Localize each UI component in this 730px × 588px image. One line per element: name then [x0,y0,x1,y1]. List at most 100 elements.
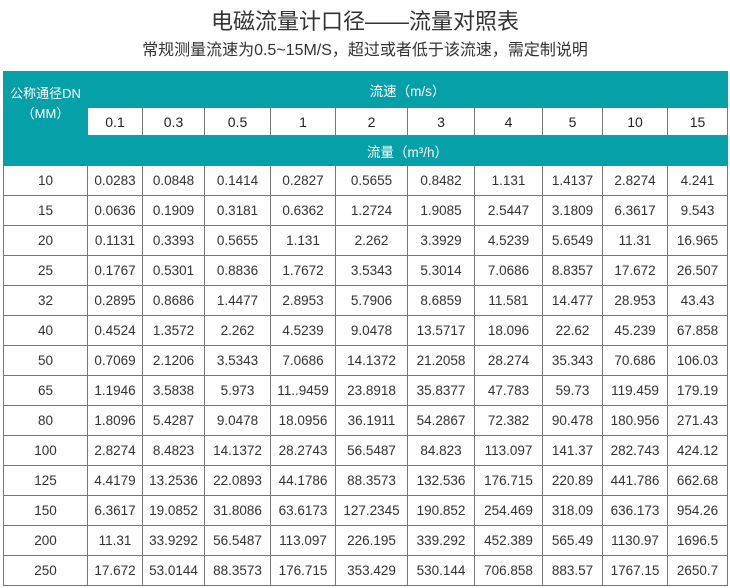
flow-cell: 53.0144 [142,555,205,586]
flow-cell: 220.89 [542,465,603,496]
flow-cell: 353.429 [335,555,408,586]
flow-cell: 179.19 [666,375,729,406]
flow-cell: 8.8357 [542,255,603,286]
flow-cell: 88.3573 [335,465,408,496]
flow-cell: 3.5838 [142,375,205,406]
flow-cell: 1.131 [474,165,543,196]
flow-cell: 190.852 [407,495,475,526]
flow-cell: 452.389 [474,525,543,556]
flow-cell: 8.6859 [407,285,475,316]
flow-cell: 26.507 [666,255,729,286]
flow-cell: 176.715 [270,555,336,586]
speed-cell: 3 [407,107,475,136]
flow-cell: 43.43 [666,285,729,316]
flow-cell: 0.4524 [87,315,143,346]
dn-cell: 40 [3,315,88,346]
flow-cell: 23.8918 [335,375,408,406]
flow-cell: 1.8096 [87,405,143,436]
dn-cell: 125 [3,465,88,496]
flow-cell: 318.09 [542,495,603,526]
flow-cell: 5.973 [204,375,271,406]
dn-cell: 250 [3,555,88,586]
flow-cell: 106.03 [666,345,729,376]
dn-cell: 80 [3,405,88,436]
flow-cell: 1767.15 [602,555,668,586]
flow-cell: 226.195 [335,525,408,556]
table-row: 80 1.8096 5.4287 9.0478 18.0956 36.1911 54.286… [3,405,729,436]
flow-cell: 11.31 [602,225,668,256]
table-row: 200 11.31 33.9292 56.5487 113.097 226.195 339.… [3,525,729,556]
flow-cell: 441.786 [602,465,668,496]
flow-cell: 7.0686 [474,255,543,286]
flow-cell: 5.7906 [335,285,408,316]
flow-cell: 132.536 [407,465,475,496]
flow-cell: 9.0478 [204,405,271,436]
flow-cell: 271.43 [666,405,729,436]
flow-cell: 1.4137 [542,165,603,196]
table-row: 65 1.1946 3.5838 5.973 11..9459 23.8918 35.837… [3,375,729,406]
flow-cell: 4.4179 [87,465,143,496]
flow-cell: 8.4823 [142,435,205,466]
speed-cell: 15 [666,107,729,136]
dn-cell: 20 [3,225,88,256]
flow-cell: 31.8086 [204,495,271,526]
page-title: 电磁流量计口径——流量对照表 [210,9,519,34]
dn-cell: 100 [3,435,88,466]
flow-cell: 954.26 [666,495,729,526]
flow-cell: 6.3617 [87,495,143,526]
flow-cell: 18.096 [474,315,543,346]
flow-cell: 63.6173 [270,495,336,526]
flow-cell: 0.8686 [142,285,205,316]
table-row: 25 0.1767 0.5301 0.8836 1.7672 3.5343 5.3014 7.… [3,255,729,286]
flow-cell: 254.469 [474,495,543,526]
speed-cell: 10 [602,107,668,136]
flow-cell: 84.823 [407,435,475,466]
flow-cell: 2.262 [204,315,271,346]
flow-cell: 2.262 [335,225,408,256]
flow-table: 公称通径DN （MM） 流速（m/s） 0.1 0.3 0.5 1 2 3 4 5 10 15 流… [3,71,729,586]
flow-cell: 339.292 [407,525,475,556]
flow-cell: 9.543 [666,195,729,226]
flow-cell: 636.173 [602,495,668,526]
speed-cell: 5 [542,107,603,136]
flow-cell: 4.5239 [474,225,543,256]
flow-cell: 0.5301 [142,255,205,286]
flow-cell: 2.8953 [270,285,336,316]
flow-cell: 11..9459 [270,375,336,406]
flow-cell: 54.2867 [407,405,475,436]
flow-cell: 72.382 [474,405,543,436]
flow-cell: 45.239 [602,315,668,346]
flow-cell: 28.2743 [270,435,336,466]
flow-cell: 90.478 [542,405,603,436]
flow-cell: 1.3572 [142,315,205,346]
dn-cell: 50 [3,345,88,376]
flow-cell: 1.2724 [335,195,408,226]
flow-cell: 28.953 [602,285,668,316]
flow-cell: 0.5655 [204,225,271,256]
flow-cell: 0.2895 [87,285,143,316]
dn-cell: 65 [3,375,88,406]
flow-cell: 35.8377 [407,375,475,406]
flow-cell: 9.0478 [335,315,408,346]
flow-cell: 13.2536 [142,465,205,496]
flow-cell: 35.343 [542,345,603,376]
flow-cell: 662.68 [666,465,729,496]
flow-cell: 0.8482 [407,165,475,196]
flow-cell: 3.5343 [204,345,271,376]
flow-cell: 0.3181 [204,195,271,226]
flow-cell: 21.2058 [407,345,475,376]
flow-cell: 0.0283 [87,165,143,196]
flow-cell: 88.3573 [204,555,271,586]
dn-cell: 200 [3,525,88,556]
flow-cell: 5.6549 [542,225,603,256]
flow-cell: 11.31 [87,525,143,556]
flow-cell: 0.0848 [142,165,205,196]
dn-header-label: 公称通径DN [10,85,81,101]
speed-cell: 4 [474,107,543,136]
speed-cell: 0.3 [142,107,205,136]
flow-cell: 18.0956 [270,405,336,436]
flow-cell: 59.73 [542,375,603,406]
flow-cell: 28.274 [474,345,543,376]
flow-cell: 0.1131 [87,225,143,256]
flow-cell: 706.858 [474,555,543,586]
